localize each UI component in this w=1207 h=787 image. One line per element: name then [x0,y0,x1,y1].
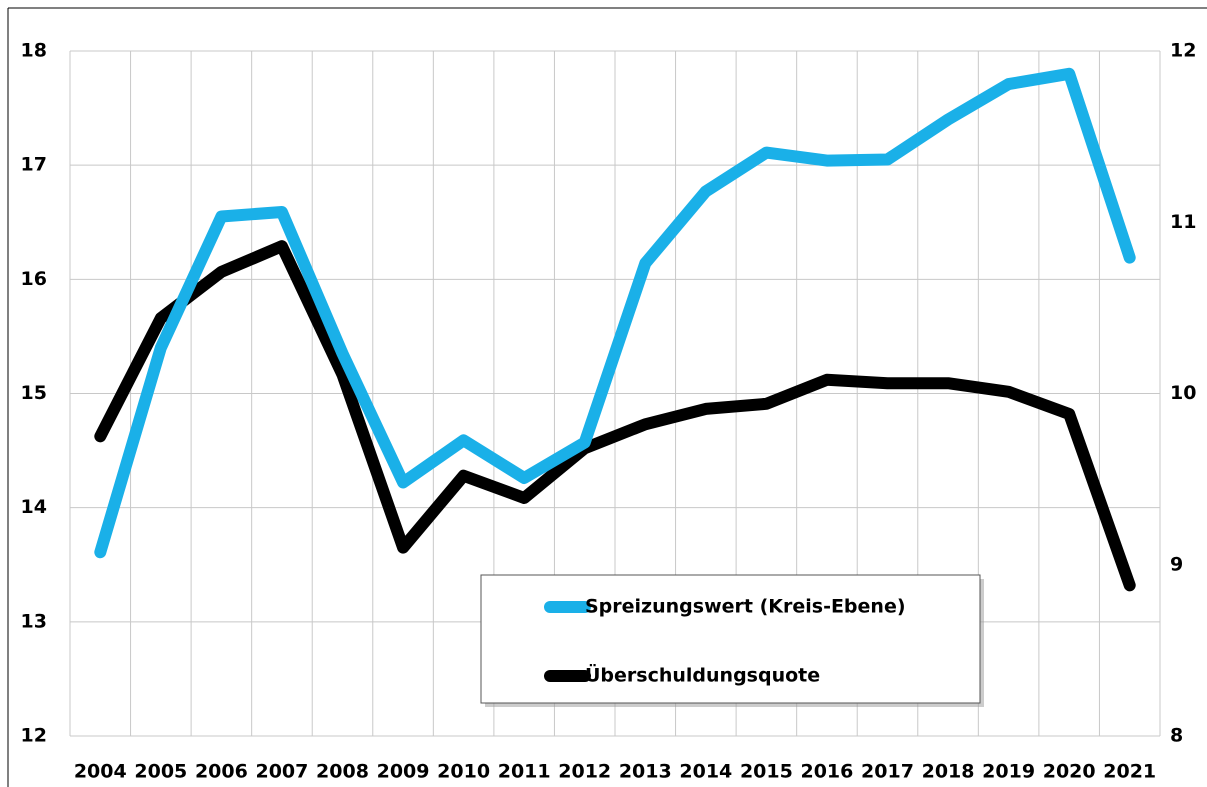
y2-tick-label: 10 [1170,382,1196,404]
x-tick-label: 2005 [134,761,187,783]
x-tick-label: 2012 [558,761,611,783]
y2-tick-label: 8 [1170,725,1183,747]
x-tick-label: 2006 [195,761,248,783]
legend-label: Spreizungswert (Kreis-Ebene) [585,596,906,618]
y2-tick-label: 9 [1170,553,1183,575]
y-tick-label: 17 [21,154,47,176]
x-tick-label: 2014 [679,761,732,783]
y-tick-label: 13 [21,610,47,632]
y-tick-label: 12 [21,725,47,747]
y-tick-label: 15 [21,382,47,404]
y-tick-label: 18 [21,40,47,62]
x-tick-label: 2004 [74,761,127,783]
x-tick-label: 2013 [619,761,672,783]
x-tick-label: 2018 [922,761,975,783]
lines [94,67,1136,592]
x-tick-label: 2020 [1043,761,1096,783]
x-tick-label: 2017 [861,761,914,783]
x-tick-label: 2016 [800,761,853,783]
x-tick-label: 2019 [982,761,1035,783]
x-tick-label: 2010 [437,761,490,783]
x-tick-label: 2015 [740,761,793,783]
y2-tick-label: 11 [1170,211,1196,233]
x-tick-label: 2021 [1103,761,1156,783]
y-tick-label: 14 [21,496,47,518]
x-tick-label: 2011 [498,761,551,783]
series-line [94,67,1136,559]
x-tick-label: 2008 [316,761,369,783]
legend-label: Überschuldungsquote [585,663,820,687]
y2-tick-label: 12 [1170,40,1196,62]
legend-items: Spreizungswert (Kreis-Ebene) Überschuldun… [544,596,906,687]
x-tick-label: 2009 [377,761,430,783]
x-tick-label: 2007 [255,761,308,783]
y-tick-label: 16 [21,268,47,290]
series-line [94,240,1136,592]
